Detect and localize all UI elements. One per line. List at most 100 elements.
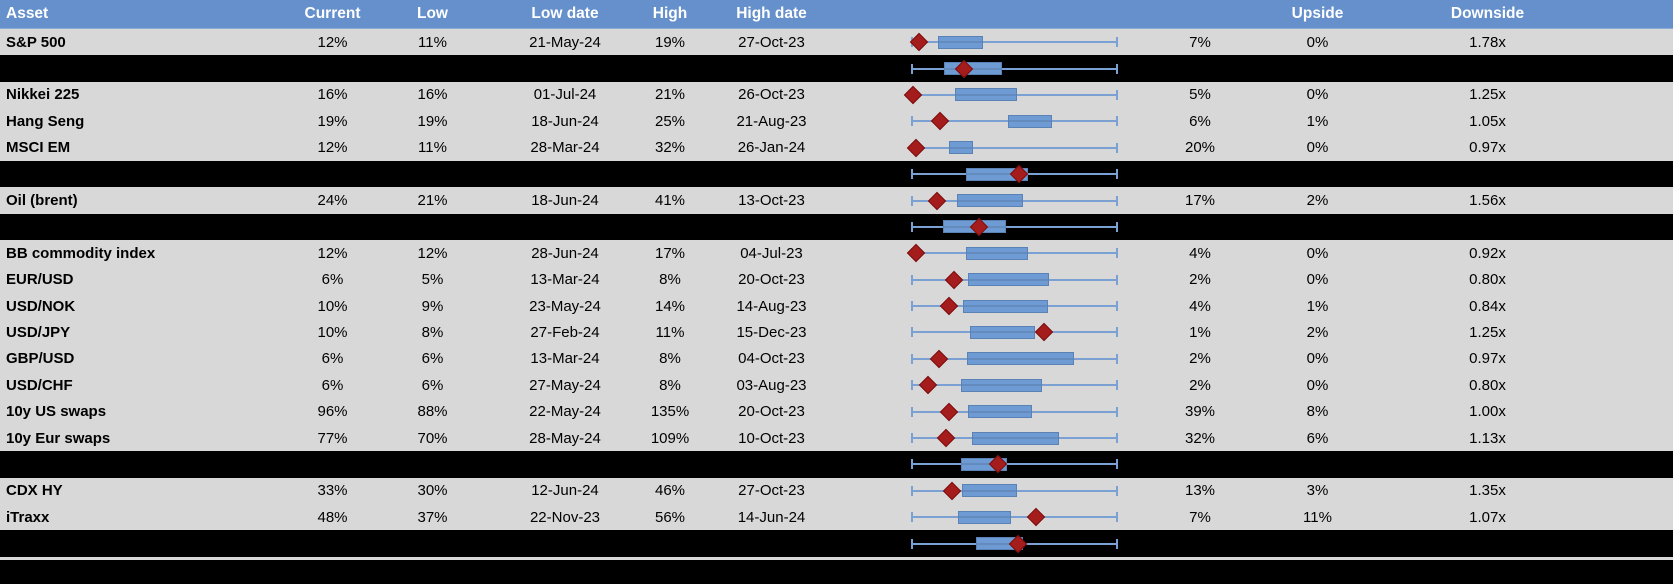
table-header-row: Asset Current Low Low date High High date Upsi… [0,0,1673,29]
summary-row [0,530,1673,557]
cell-current: 19% [317,113,348,129]
cell-high: 14% [654,298,686,314]
iqr-box [967,405,1032,419]
whisker-cap-left [911,327,913,338]
cell-low: 11% [418,140,447,156]
boxplot-cell [843,293,1135,319]
cell-low: 30% [417,483,448,499]
cell-low-date: 01-Jul-24 [533,87,597,103]
whisker-cap-left [911,406,913,417]
cell-low-date: 27-May-24 [529,377,601,393]
whisker-line [912,67,1117,70]
boxplot-cell [843,240,1135,266]
whisker-cap-right [1116,116,1118,127]
boxplot-cell [843,530,1135,556]
header-downside: Upside [1291,6,1344,22]
cell-implied-realized: 0.80x [1469,377,1506,393]
cell-asset: 10y Eur swaps [6,430,111,446]
cell-current: 12% [317,245,348,261]
header-low-date: Low date [531,6,599,22]
cell-asset: USD/NOK [6,298,76,314]
cell-downside: 0% [1306,377,1329,393]
asset-row: USD/JPY 10% 8% 27-Feb-24 11% 15-Dec-23 1% 2% 1.2… [0,319,1673,346]
boxplot-cell [843,451,1135,477]
cell-downside: 3% [1306,483,1329,499]
cell-downside: 11% [1303,509,1332,525]
cell-implied-realized: 1.35x [1469,483,1506,499]
whisker-cap-left [911,485,913,496]
cell-high-date: 13-Oct-23 [738,193,805,209]
cell-upside: 4% [1189,298,1211,314]
cell-high: 135% [650,404,690,420]
cell-high: 8% [659,272,681,288]
cell-upside: 6% [1189,113,1211,129]
asset-row: BB commodity index 12% 12% 28-Jun-24 17% 04-J… [0,240,1673,267]
asset-row: USD/CHF 6% 6% 27-May-24 8% 03-Aug-23 2% 0% 0.80x [0,372,1673,399]
boxplot-cell [843,161,1135,187]
cell-high: 19% [654,34,686,50]
whisker-cap-right [1116,274,1118,285]
cell-high: 21% [654,87,686,103]
iqr-box [972,431,1059,445]
current-marker-diamond [927,191,947,210]
cell-current: 77% [317,430,348,446]
cell-upside: 39% [1184,404,1216,420]
current-marker-diamond [942,481,962,501]
cell-current: 6% [321,377,344,393]
asset-row: CDX HY 33% 30% 12-Jun-24 46% 27-Oct-23 13% 3% 1.… [0,477,1673,505]
cell-high: 11% [655,324,685,340]
cell-asset: iTraxx [6,509,50,525]
cell-implied-realized: 1.05x [1469,113,1506,129]
cell-high: 109% [650,430,690,446]
cell-low: 5% [421,272,444,288]
cell-low-date: 13-Mar-24 [530,351,600,367]
iqr-box [957,510,1011,524]
footer-divider [0,556,1673,560]
whisker-cap-left [911,195,913,206]
cell-upside: 2% [1189,351,1211,367]
whisker-cap-right [1116,89,1118,100]
whisker-line [912,225,1117,228]
cell-upside: 7% [1189,34,1211,50]
cell-high: 8% [659,377,681,393]
asset-row: EUR/USD 6% 5% 13-Mar-24 8% 20-Oct-23 2% 0% 0.80x [0,266,1673,293]
cell-upside: 7% [1189,509,1211,525]
cell-high-date: 10-Oct-23 [738,430,805,446]
cell-low: 19% [417,113,448,129]
cell-low: 88% [417,404,448,420]
cell-high: 32% [654,140,686,156]
whisker-cap-right [1116,459,1118,470]
whisker-cap-left [911,274,913,285]
iqr-box [963,299,1048,313]
current-marker-diamond [906,244,926,263]
cell-downside: 0% [1306,272,1329,288]
current-marker-diamond [909,32,929,52]
asset-row: iTraxx 48% 37% 22-Nov-23 56% 14-Jun-24 7% 11% 1.… [0,504,1673,531]
cell-downside: 2% [1306,193,1329,209]
iqr-box [967,273,1049,287]
cell-low: 37% [417,509,448,525]
cell-high-date: 20-Oct-23 [738,272,805,288]
cell-current: 10% [317,324,348,340]
cell-asset: USD/CHF [6,377,73,393]
iqr-box [966,352,1074,366]
current-marker-diamond [939,296,959,316]
cell-low-date: 18-Jun-24 [531,113,599,129]
boxplot-cell [843,29,1135,55]
boxplot-cell [843,187,1135,213]
cell-upside: 2% [1189,272,1211,288]
whisker-cap-right [1116,485,1118,496]
cell-implied-realized: 0.97x [1469,140,1506,156]
cell-high-date: 26-Oct-23 [738,87,805,103]
header-chart-spacer [843,0,1135,28]
cell-high: 56% [654,509,686,525]
asset-row: USD/NOK 10% 9% 23-May-24 14% 14-Aug-23 4% 1% 0.8… [0,292,1673,320]
cell-current: 24% [317,193,348,209]
cell-low-date: 28-May-24 [529,430,601,446]
cell-low: 12% [417,245,448,261]
whisker-cap-right [1116,248,1118,259]
iqr-box [965,246,1029,260]
whisker-cap-left [911,512,913,523]
whisker-line [912,41,1117,44]
asset-row: GBP/USD 6% 6% 13-Mar-24 8% 04-Oct-23 2% 0% 0.97x [0,345,1673,373]
